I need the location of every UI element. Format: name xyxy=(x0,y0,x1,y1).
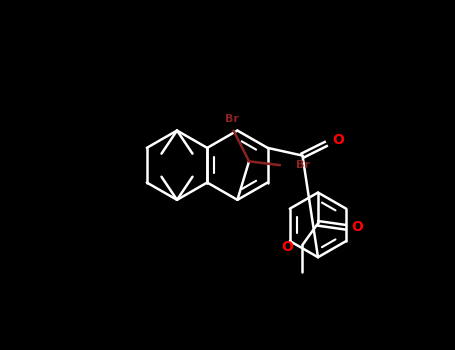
Text: Br: Br xyxy=(225,114,239,124)
Text: Br: Br xyxy=(296,160,309,170)
Text: O: O xyxy=(351,220,363,234)
Text: O: O xyxy=(281,240,293,254)
Text: O: O xyxy=(332,133,344,147)
